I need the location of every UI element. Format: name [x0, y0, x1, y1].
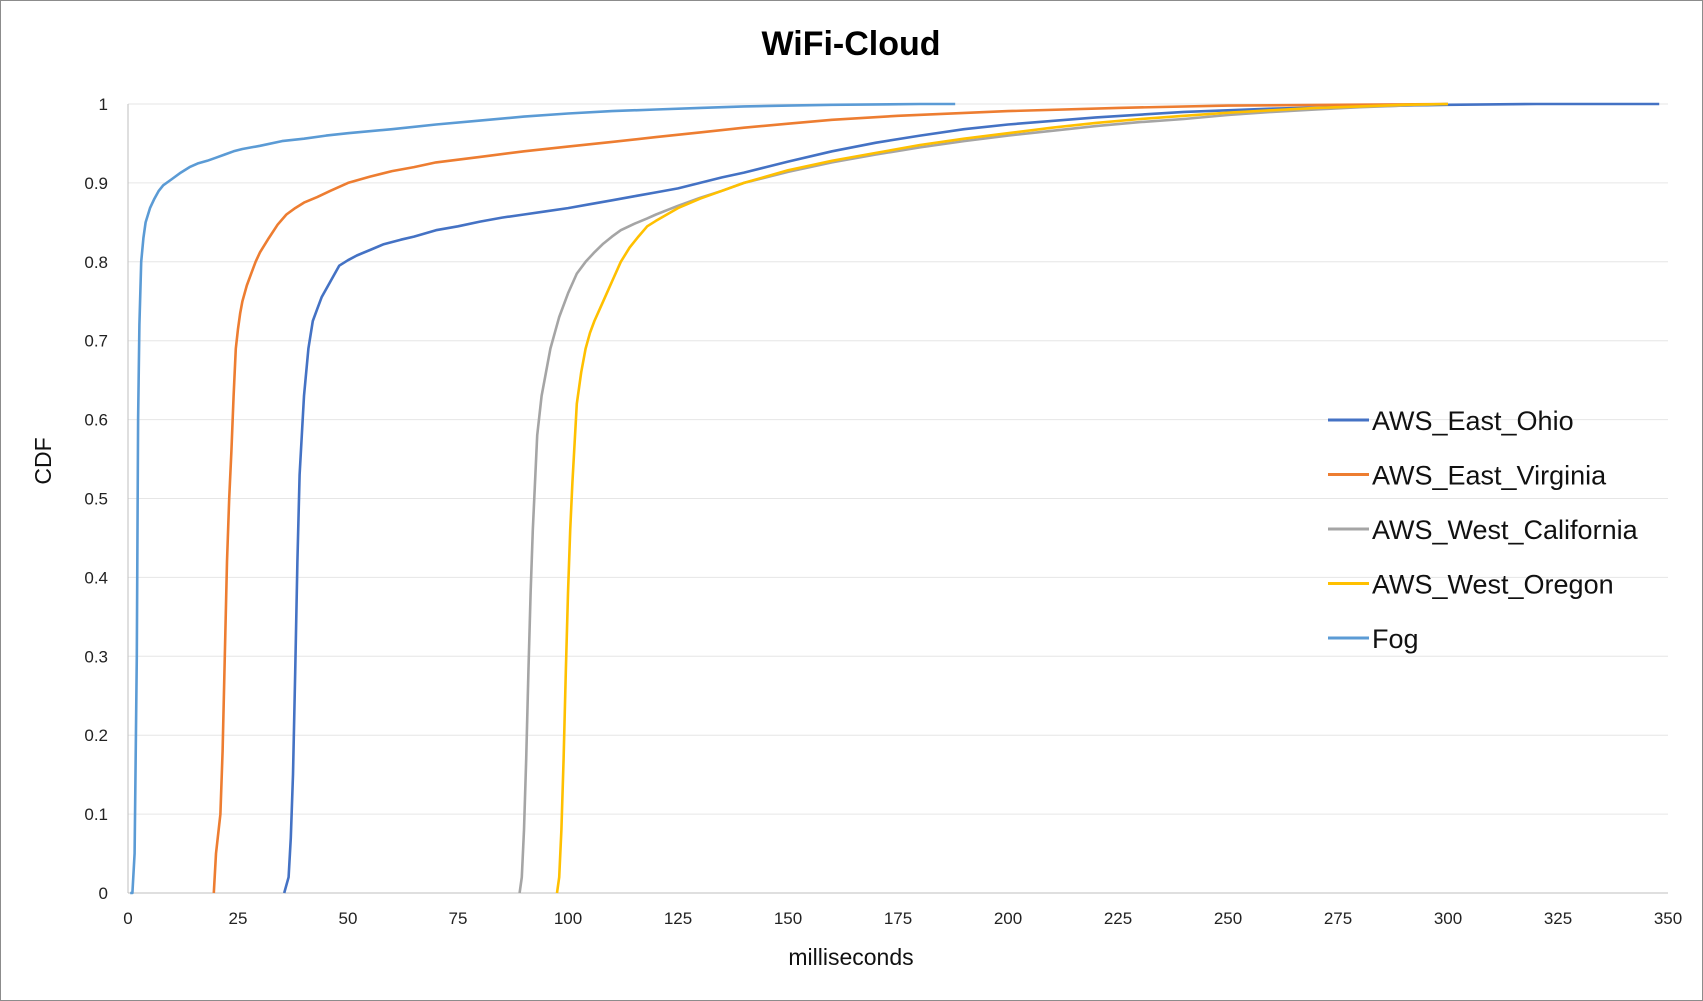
series-lines — [130, 102, 1660, 895]
x-tick-label: 25 — [229, 909, 248, 928]
axes — [127, 104, 1668, 894]
x-tick-label: 300 — [1434, 909, 1462, 928]
series-line-aws-east-ohio — [282, 102, 1660, 894]
y-tick-label: 0.7 — [84, 332, 108, 351]
x-tick-label: 275 — [1324, 909, 1352, 928]
x-tick-label: 200 — [994, 909, 1022, 928]
x-tick-label: 100 — [554, 909, 582, 928]
x-tick-label: 325 — [1544, 909, 1572, 928]
x-tick-label: 250 — [1214, 909, 1242, 928]
y-tick-label: 0.3 — [84, 647, 108, 666]
x-tick-label: 150 — [774, 909, 802, 928]
legend-label-aws-west-california: AWS_West_California — [1372, 515, 1639, 545]
y-axis-label: CDF — [30, 437, 56, 484]
series-line-aws-west-california — [518, 102, 1449, 894]
x-tick-label: 175 — [884, 909, 912, 928]
series-line-fog — [130, 102, 956, 895]
legend-label-aws-west-oregon: AWS_West_Oregon — [1372, 570, 1614, 600]
y-tick-label: 1 — [99, 95, 108, 114]
legend: AWS_East_Ohio AWS_East_Virginia AWS_West_C… — [1328, 406, 1639, 654]
chart-title: WiFi-Cloud — [761, 25, 940, 63]
series-line-aws-west-oregon — [555, 102, 1449, 894]
gridlines — [128, 103, 1668, 815]
x-axis-label: milliseconds — [788, 944, 913, 970]
y-tick-label: 0.1 — [84, 805, 108, 824]
x-tick-label: 350 — [1654, 909, 1682, 928]
legend-label-aws-east-virginia: AWS_East_Virginia — [1372, 461, 1607, 491]
x-tick-label: 225 — [1104, 909, 1132, 928]
y-tick-label: 0.4 — [84, 568, 108, 587]
legend-label-fog: Fog — [1372, 624, 1419, 654]
x-tick-label: 0 — [123, 909, 132, 928]
series-line-aws-east-virginia — [212, 102, 1449, 894]
legend-label-aws-east-ohio: AWS_East_Ohio — [1372, 406, 1574, 436]
y-tick-labels: 0 0.1 0.2 0.3 0.4 0.5 0.6 0.7 0.8 0.9 1 — [84, 95, 108, 903]
y-tick-label: 0.2 — [84, 726, 108, 745]
x-tick-label: 125 — [664, 909, 692, 928]
x-tick-label: 75 — [449, 909, 468, 928]
x-tick-label: 50 — [339, 909, 358, 928]
x-tick-labels: 0 25 50 75 100 125 150 175 200 225 250 275 300 325 350 — [123, 909, 1682, 928]
y-tick-label: 0.6 — [84, 411, 108, 430]
y-tick-label: 0.9 — [84, 174, 108, 193]
y-tick-label: 0 — [99, 884, 108, 903]
y-tick-label: 0.5 — [84, 490, 108, 509]
y-tick-label: 0.8 — [84, 253, 108, 272]
